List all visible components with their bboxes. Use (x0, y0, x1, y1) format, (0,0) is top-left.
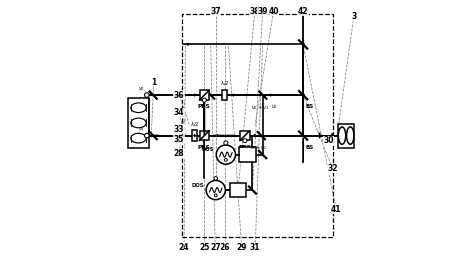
Bar (128, 98, 149, 148)
Bar (222, 90, 227, 100)
Text: DOS: DOS (202, 147, 214, 152)
Circle shape (214, 194, 217, 197)
Circle shape (214, 177, 218, 180)
Text: 3: 3 (351, 12, 356, 21)
Text: 29: 29 (236, 242, 247, 251)
Text: $\nu_2+\nu_1$: $\nu_2+\nu_1$ (251, 103, 270, 112)
Text: 32: 32 (328, 164, 338, 173)
Text: 37: 37 (211, 7, 221, 16)
Text: 1: 1 (151, 78, 156, 87)
Bar (239, 147, 256, 162)
Bar (240, 131, 250, 140)
Text: 36: 36 (174, 91, 184, 100)
Text: 24: 24 (179, 242, 189, 251)
Text: $\nu_1$: $\nu_1$ (138, 125, 145, 133)
Text: 30: 30 (323, 136, 334, 145)
Circle shape (224, 158, 228, 161)
Bar (193, 130, 197, 141)
Circle shape (243, 139, 247, 143)
Text: $\nu_1$: $\nu_1$ (239, 143, 245, 151)
Text: PBS: PBS (198, 145, 211, 150)
Text: 40: 40 (268, 7, 279, 16)
Circle shape (216, 145, 236, 164)
Text: 31: 31 (250, 242, 261, 251)
Text: $\nu_1+\nu_2$: $\nu_1+\nu_2$ (250, 143, 267, 152)
Circle shape (224, 141, 228, 145)
Bar (230, 183, 246, 197)
Text: 42: 42 (298, 7, 308, 16)
Text: $\nu_2$: $\nu_2$ (138, 85, 145, 93)
Bar (200, 131, 209, 140)
Circle shape (144, 93, 149, 97)
Text: 33: 33 (174, 125, 184, 134)
Text: PBS: PBS (238, 145, 251, 150)
Text: 26: 26 (219, 242, 230, 251)
Text: 39: 39 (257, 7, 268, 16)
Text: 41: 41 (331, 205, 341, 214)
Text: $\lambda$/2: $\lambda$/2 (190, 120, 200, 128)
Circle shape (206, 180, 225, 200)
Text: 28: 28 (174, 149, 185, 158)
Text: PBS: PBS (198, 104, 211, 110)
Circle shape (144, 133, 149, 138)
Text: $\lambda$/2: $\lambda$/2 (220, 79, 229, 87)
Bar (200, 90, 209, 100)
Text: $\nu_2$: $\nu_2$ (271, 103, 278, 111)
Circle shape (202, 98, 206, 102)
Text: BS: BS (306, 145, 314, 150)
Text: 34: 34 (174, 108, 184, 117)
Text: 38: 38 (249, 7, 260, 16)
Text: BS: BS (306, 104, 314, 109)
Bar (338, 124, 354, 148)
Text: 25: 25 (199, 242, 210, 251)
Bar (182, 14, 334, 237)
Text: 27: 27 (210, 242, 220, 251)
Text: 35: 35 (174, 135, 184, 144)
Text: DOS: DOS (192, 183, 204, 188)
